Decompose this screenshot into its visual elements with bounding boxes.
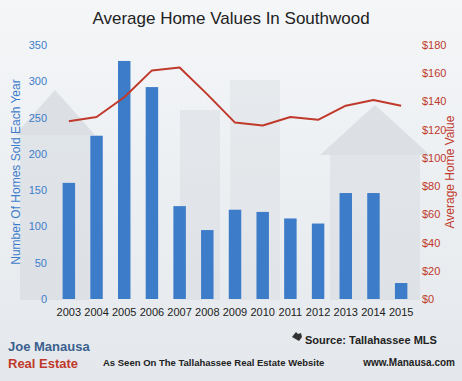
bar bbox=[229, 210, 241, 299]
title: Average Home Values In Southwood bbox=[92, 9, 369, 28]
y2-tick bbox=[415, 157, 419, 158]
x-tick-label: 2008 bbox=[195, 306, 219, 318]
x-tick-label: 2015 bbox=[389, 306, 413, 318]
y2-tick bbox=[415, 242, 419, 243]
x-tick-label: 2009 bbox=[223, 306, 247, 318]
bar bbox=[146, 87, 158, 299]
y-tick-label: 50 bbox=[35, 257, 47, 269]
house bbox=[20, 130, 90, 300]
y-tick-label: 150 bbox=[29, 184, 47, 196]
y-tick bbox=[51, 190, 55, 191]
y2-tick-label: $0 bbox=[422, 293, 434, 305]
y2-tick-label: $160 bbox=[422, 67, 446, 79]
bar bbox=[312, 224, 324, 299]
y2-tick-label: $140 bbox=[422, 95, 446, 107]
house bbox=[330, 150, 420, 300]
x-tick-label: 2006 bbox=[140, 306, 164, 318]
y-tick-label: 250 bbox=[29, 112, 47, 124]
y2-tick bbox=[415, 214, 419, 215]
line bbox=[69, 68, 401, 126]
source-icon bbox=[292, 332, 302, 341]
x-tick-label: 2011 bbox=[279, 306, 303, 318]
y-axis-label: Number Of Homes Sold Each Year bbox=[9, 79, 23, 264]
bar bbox=[340, 193, 352, 299]
y-tick bbox=[51, 117, 55, 118]
chart: Average Home Values In Southwood 0 50 100 15… bbox=[0, 0, 462, 381]
y2-tick-label: $180 bbox=[422, 39, 446, 51]
y-tick-label: 200 bbox=[29, 148, 47, 160]
y2-tick bbox=[415, 129, 419, 130]
y2-tick bbox=[415, 186, 419, 187]
x-tick-label: 2012 bbox=[306, 306, 330, 318]
bar bbox=[63, 183, 75, 299]
y2-tick bbox=[415, 299, 419, 300]
bar bbox=[256, 212, 268, 299]
y-tick bbox=[51, 226, 55, 227]
y-tick-label: 350 bbox=[29, 39, 47, 51]
bar bbox=[284, 218, 296, 299]
y-tick-label: 300 bbox=[29, 75, 47, 87]
bar bbox=[367, 193, 379, 299]
x-tick-label: 2003 bbox=[57, 306, 81, 318]
y2-tick bbox=[415, 270, 419, 271]
website-note: As Seen On The Tallahassee Real Estate W… bbox=[103, 357, 324, 368]
y2-axis-label: Average Home Value bbox=[443, 115, 457, 228]
logo-subtitle: Real Estate bbox=[8, 356, 78, 371]
background bbox=[0, 0, 462, 381]
x-tick-label: 2013 bbox=[334, 306, 358, 318]
roof bbox=[15, 90, 95, 135]
y-tick bbox=[51, 299, 55, 300]
roof bbox=[320, 105, 430, 155]
y-tick-label: 100 bbox=[29, 220, 47, 232]
y2-tick bbox=[415, 101, 419, 102]
y2-tick bbox=[415, 45, 419, 46]
x-tick-label: 2005 bbox=[112, 306, 136, 318]
x-tick-label: 2010 bbox=[250, 306, 274, 318]
x-tick-label: 2014 bbox=[361, 306, 385, 318]
y2-tick-label: $40 bbox=[422, 237, 440, 249]
y-tick-label: 0 bbox=[41, 293, 47, 305]
y-tick bbox=[51, 81, 55, 82]
y2-tick-label: $60 bbox=[422, 208, 440, 220]
logo-name: Joe Manausa bbox=[8, 339, 90, 354]
y2-tick-label: $20 bbox=[422, 265, 440, 277]
y-tick bbox=[51, 45, 55, 46]
y-tick bbox=[51, 262, 55, 263]
marks bbox=[63, 61, 408, 299]
bar bbox=[201, 230, 213, 299]
website-url: www.Manausa.com bbox=[362, 357, 455, 368]
x-tick-label: 2007 bbox=[167, 306, 191, 318]
source: Source: Tallahassee MLS bbox=[305, 334, 437, 346]
background-houses bbox=[15, 80, 430, 300]
bar bbox=[173, 206, 185, 299]
building bbox=[180, 110, 220, 300]
y-tick bbox=[51, 153, 55, 154]
x-tick-label: 2004 bbox=[84, 306, 108, 318]
y2-tick bbox=[415, 73, 419, 74]
bar bbox=[395, 283, 407, 299]
y2-tick-label: $80 bbox=[422, 180, 440, 192]
bar bbox=[90, 136, 102, 299]
